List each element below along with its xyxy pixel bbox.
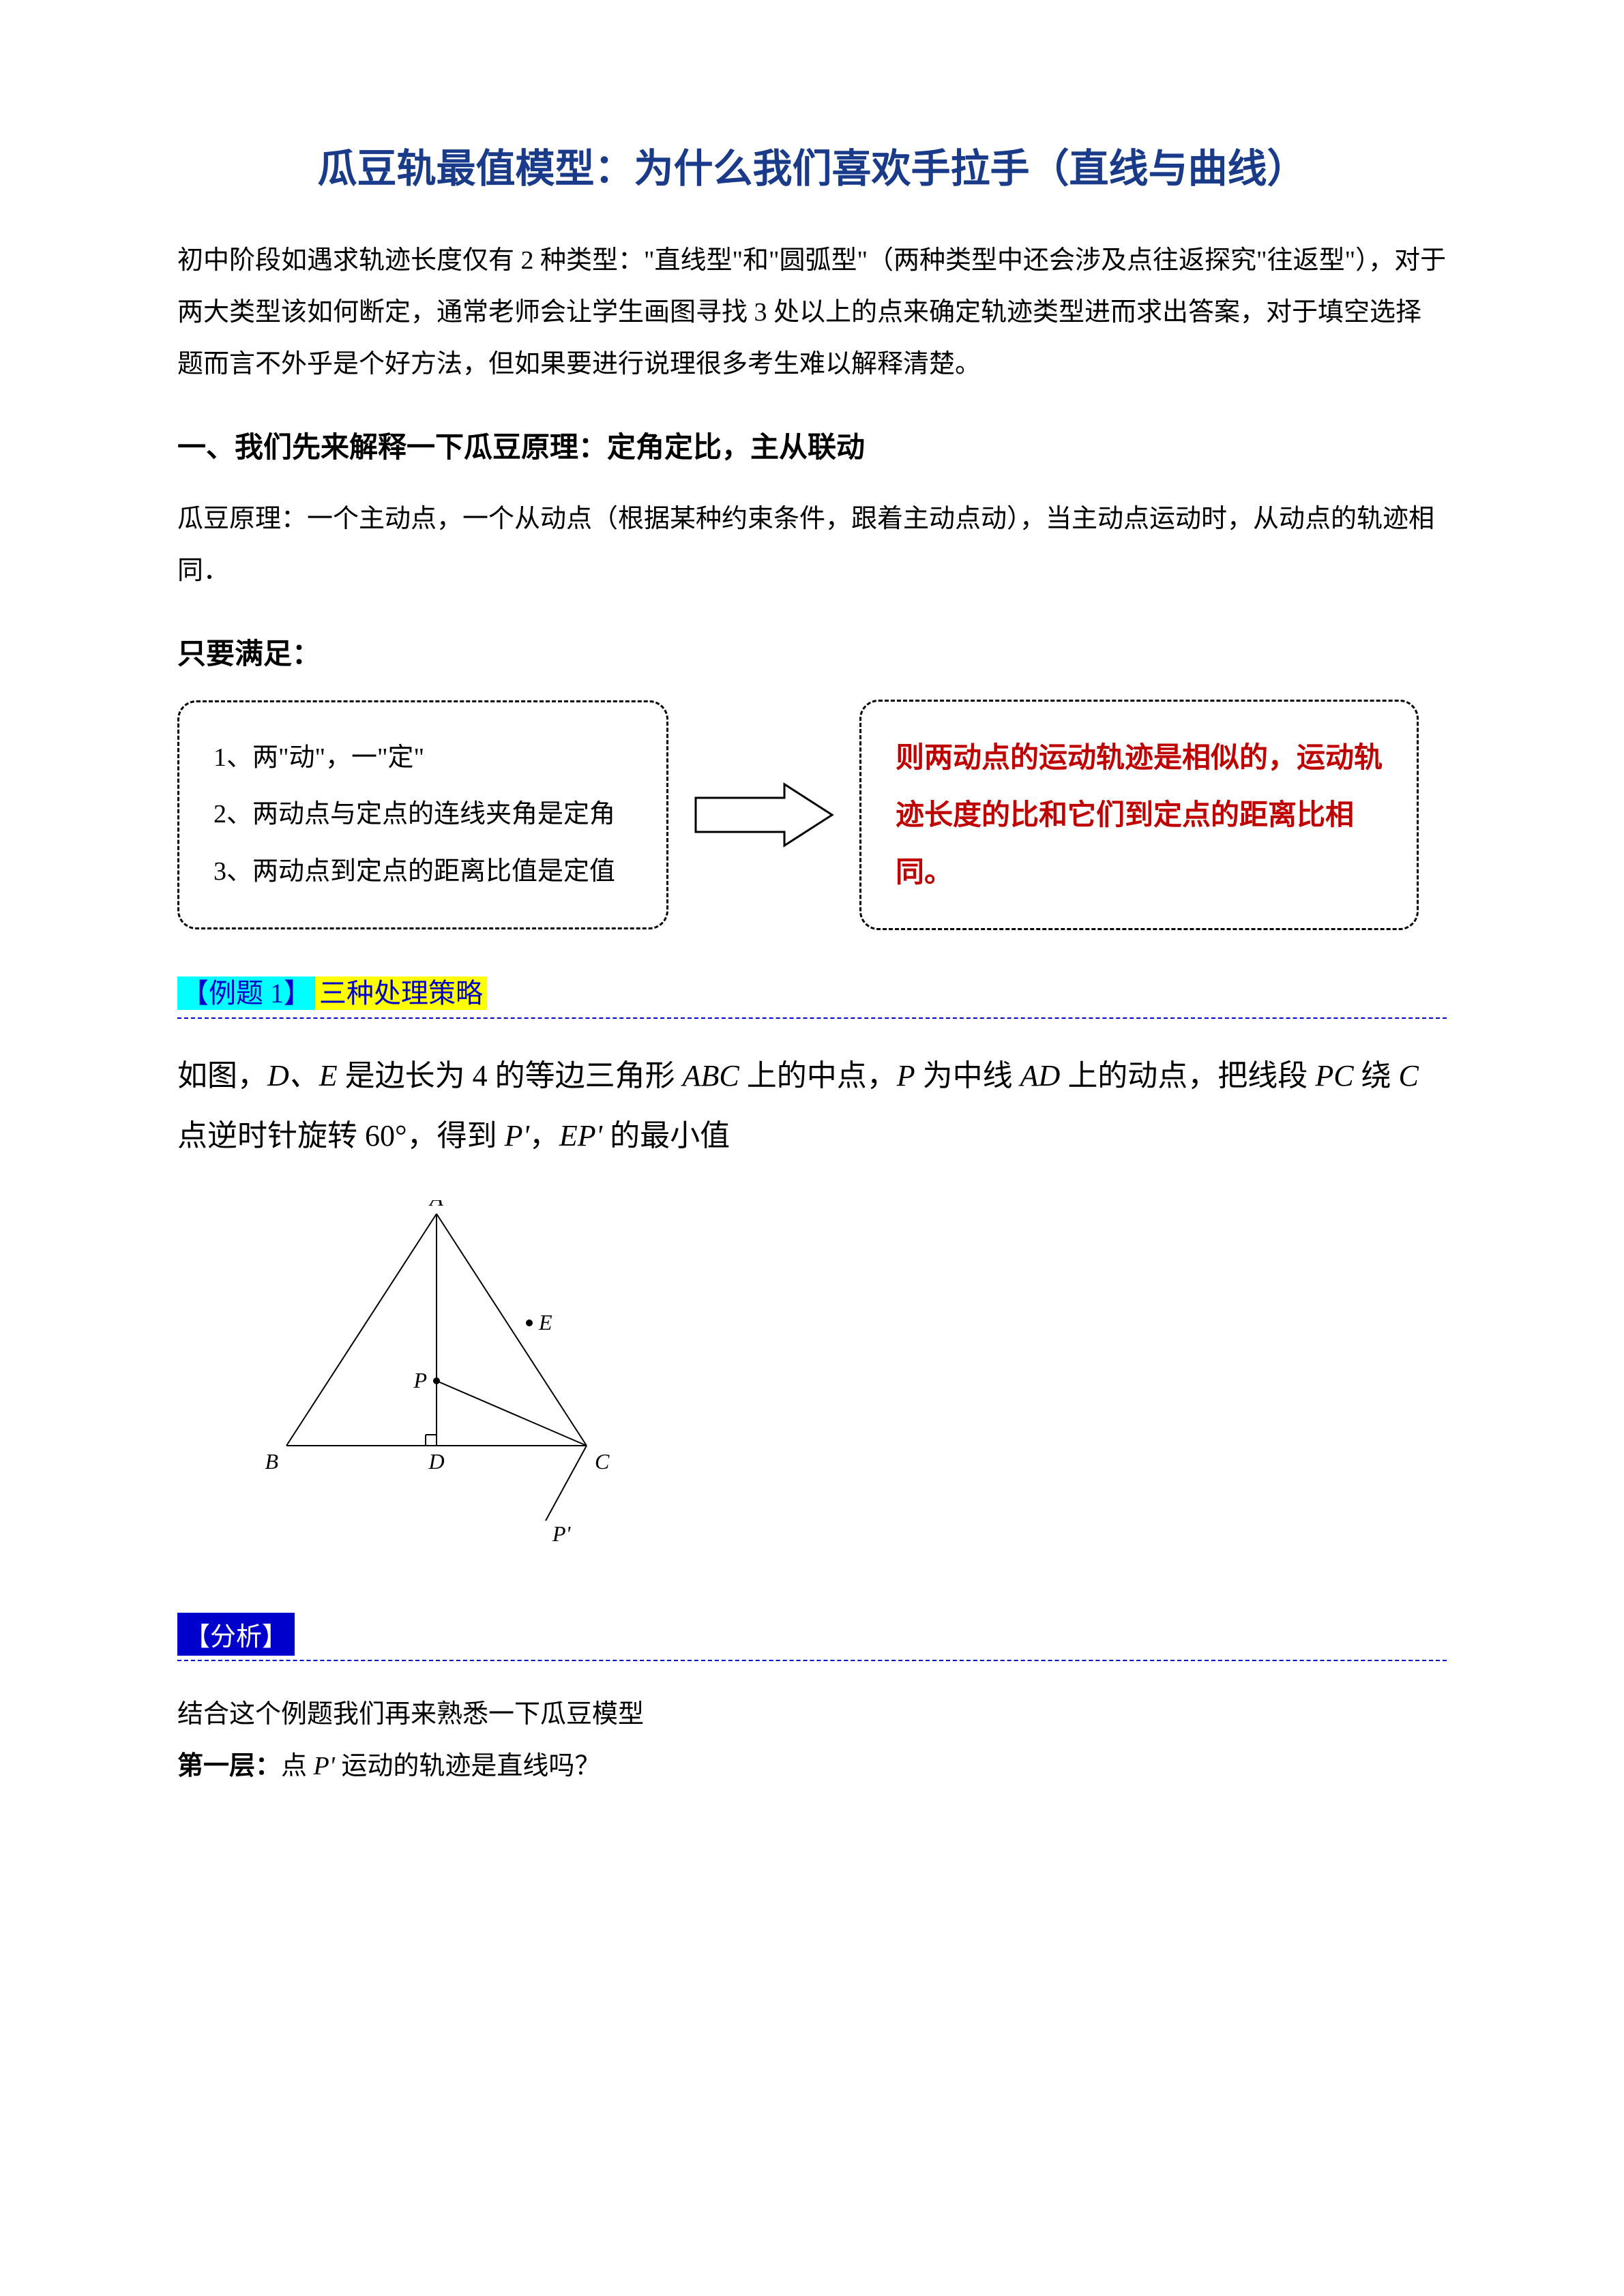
var-DE: D、E	[267, 1059, 338, 1092]
layer-label: 第一层：	[177, 1752, 281, 1780]
var-Pprime-2: P'	[314, 1752, 335, 1780]
problem-text-span: 上的动点，把线段	[1060, 1059, 1315, 1092]
svg-text:D: D	[428, 1449, 444, 1474]
intro-paragraph: 初中阶段如遇求轨迹长度仅有 2 种类型："直线型"和"圆弧型"（两种类型中还会涉…	[177, 235, 1447, 390]
analysis-text-span: 运动的轨迹是直线吗？	[335, 1752, 601, 1780]
svg-text:E: E	[538, 1310, 552, 1335]
condition-1: 1、两"动"，一"定"	[213, 730, 632, 787]
problem-text-span: 的最小值	[602, 1119, 730, 1152]
dashed-divider-1	[177, 1017, 1447, 1019]
var-P: P	[897, 1059, 915, 1092]
principle-paragraph: 瓜豆原理：一个主动点，一个从动点（根据某种约束条件，跟着主动点动），当主动点运动…	[177, 493, 1447, 597]
conditions-box-left: 1、两"动"，一"定" 2、两动点与定点的连线夹角是定角 3、两动点到定点的距离…	[177, 700, 668, 930]
condition-3: 3、两动点到定点的距离比值是定值	[213, 844, 632, 901]
satisfy-heading: 只要满足：	[177, 631, 1447, 672]
example-heading: 【例题 1】三种处理策略	[177, 971, 487, 1011]
var-C: C	[1399, 1059, 1419, 1092]
example-subtitle: 三种处理策略	[315, 976, 487, 1010]
analysis-line-1: 结合这个例题我们再来熟悉一下瓜豆模型	[177, 1688, 1447, 1740]
var-AD: AD	[1020, 1059, 1061, 1092]
problem-text-span: 点逆时针旋转 60°，得到	[177, 1119, 505, 1152]
var-EPprime: EP'	[559, 1119, 602, 1152]
condition-2: 2、两动点与定点的连线夹角是定角	[213, 786, 632, 844]
triangle-figure: A B C D E P P'	[259, 1200, 1447, 1558]
var-PC: PC	[1315, 1059, 1353, 1092]
problem-text-span: 如图，	[177, 1059, 267, 1092]
problem-statement: 如图，D、E 是边长为 4 的等边三角形 ABC 上的中点，P 为中线 AD 上…	[177, 1046, 1447, 1166]
dashed-divider-2	[177, 1660, 1447, 1661]
section1-heading: 一、我们先来解释一下瓜豆原理：定角定比，主从联动	[177, 424, 1447, 466]
analysis-block: 【分析】 结合这个例题我们再来熟悉一下瓜豆模型 第一层：点 P' 运动的轨迹是直…	[177, 1613, 1447, 1792]
analysis-text-span: 点	[281, 1752, 314, 1780]
problem-text-span: ，	[529, 1119, 559, 1152]
problem-text-span: 为中线	[915, 1059, 1020, 1092]
arrow-icon	[689, 777, 839, 852]
conditions-row: 1、两"动"，一"定" 2、两动点与定点的连线夹角是定角 3、两动点到定点的距离…	[177, 700, 1447, 930]
analysis-line-2: 第一层：点 P' 运动的轨迹是直线吗？	[177, 1740, 1447, 1792]
svg-text:P': P'	[552, 1521, 572, 1546]
var-ABC: ABC	[683, 1059, 739, 1092]
problem-text-span: 绕	[1354, 1059, 1399, 1092]
svg-text:A: A	[428, 1200, 443, 1210]
svg-text:P: P	[413, 1368, 427, 1392]
svg-text:B: B	[265, 1449, 278, 1474]
analysis-tag: 【分析】	[177, 1613, 295, 1656]
page-title: 瓜豆轨最值模型：为什么我们喜欢手拉手（直线与曲线）	[177, 136, 1447, 194]
var-Pprime: P'	[505, 1119, 529, 1152]
example-tag: 【例题 1】	[177, 976, 315, 1010]
svg-text:C: C	[595, 1449, 610, 1474]
problem-text-span: 是边长为 4 的等边三角形	[338, 1059, 683, 1092]
result-box-right: 则两动点的运动轨迹是相似的，运动轨迹长度的比和它们到定点的距离比相同。	[859, 700, 1419, 930]
problem-text-span: 上的中点，	[739, 1059, 897, 1092]
